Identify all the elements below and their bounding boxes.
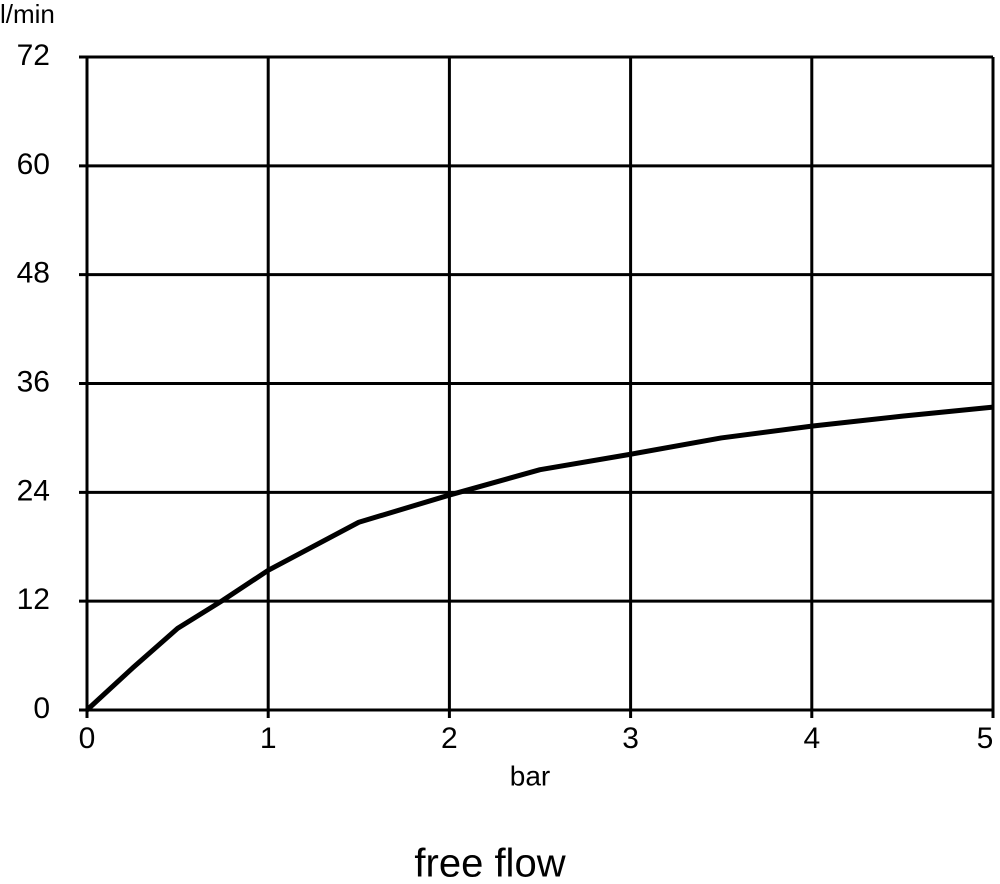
x-tick-label: 4 xyxy=(803,722,820,755)
x-tick-label: 5 xyxy=(977,722,994,755)
y-tick-label: 0 xyxy=(33,692,50,725)
y-tick-label: 36 xyxy=(17,365,50,398)
y-axis-label: l/min xyxy=(0,0,55,29)
data-line xyxy=(85,404,994,712)
x-tick-label: 2 xyxy=(441,722,458,755)
y-tick-label: 24 xyxy=(17,474,50,507)
x-axis-label: bar xyxy=(510,760,550,791)
x-tick-label: 0 xyxy=(79,722,96,755)
chart-title: free flow xyxy=(414,842,565,884)
x-tick-label: 1 xyxy=(260,722,277,755)
x-tick-label: 3 xyxy=(622,722,639,755)
y-tick-label: 60 xyxy=(17,148,50,181)
y-tick-label: 12 xyxy=(17,583,50,616)
y-tick-label: 48 xyxy=(17,257,50,290)
y-tick-label: 72 xyxy=(17,39,50,72)
